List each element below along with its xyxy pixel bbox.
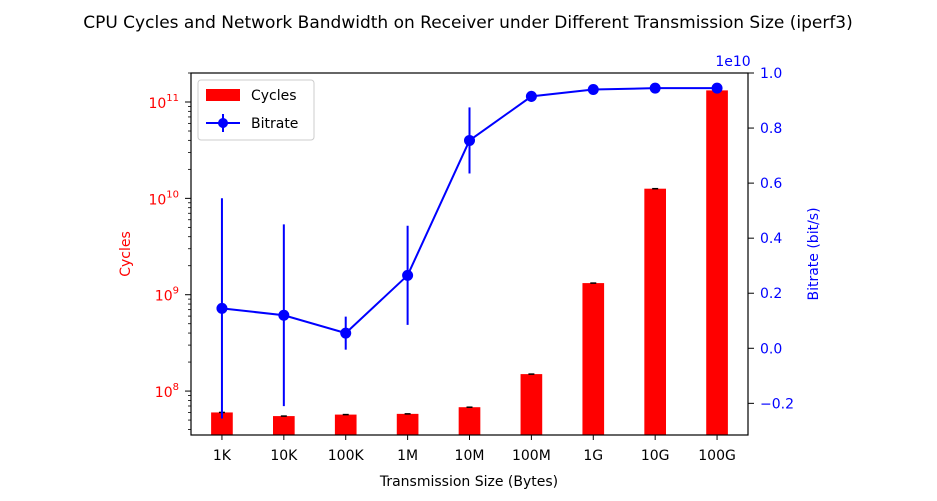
bar-cycles-1G [582,283,605,435]
x-tick-label-1M: 1M [397,448,418,464]
right-tick-label-5: 0.8 [760,121,782,137]
x-tick-label-10K: 10K [270,448,298,464]
bitrate-point-100G [711,82,723,94]
bar-cycles-100K [334,414,357,435]
right-axis-label: Bitrate (bit/s) [806,207,822,300]
bitrate-point-1M [402,269,414,281]
bitrate-point-100M [525,90,537,102]
bitrate-point-100K [340,327,352,339]
bar-cycles-10M [458,407,481,435]
bar-cycles-1K [211,412,233,435]
line-series-bitrate [216,82,723,419]
legend-marker-bitrate [218,118,228,128]
legend-label-cycles: Cycles [251,88,297,104]
x-tick-label-100M: 100M [512,448,551,464]
x-axis-ticks: 1K 10K 100K 1M 10M 100M 1G 10G 100G [213,435,736,464]
right-tick-label-2: 0.2 [760,286,782,302]
right-tick-label-3: 0.4 [760,231,782,247]
right-tick-label-4: 0.6 [760,176,782,192]
bitrate-point-1K [216,302,228,314]
bar-cycles-100M [520,374,543,435]
x-tick-label-100G: 100G [698,448,736,464]
x-tick-label-1G: 1G [583,448,603,464]
bitrate-point-1G [587,84,599,96]
legend-label-bitrate: Bitrate [251,116,298,132]
left-axis-ticks: 108 109 1010 1011 [148,72,191,430]
bitrate-point-10M [464,134,475,146]
bar-cycles-10K [273,416,295,435]
left-tick-label-0: 108 [155,382,179,401]
left-tick-label-1: 109 [155,286,179,305]
x-tick-label-1K: 1K [213,448,232,464]
x-tick-label-10G: 10G [641,448,670,464]
right-tick-label-6: 1.0 [760,66,782,82]
bar-cycles-100G [706,90,728,435]
bitrate-point-10G [649,82,661,94]
left-tick-label-3: 1011 [148,93,179,112]
right-tick-label-0: −0.2 [760,396,794,412]
bar-series-cycles [211,89,728,435]
right-axis-multiplier: 1e10 [715,54,750,70]
bar-cycles-10G [644,188,666,435]
chart-title: CPU Cycles and Network Bandwidth on Rece… [83,13,853,33]
x-tick-label-100K: 100K [328,448,365,464]
x-tick-label-10M: 10M [455,448,485,464]
legend-swatch-cycles [206,89,240,101]
right-axis-ticks: −0.2 0.0 0.2 0.4 0.6 0.8 1.0 [748,66,794,412]
right-tick-label-1: 0.0 [760,341,782,357]
x-axis-label: Transmission Size (Bytes) [379,474,558,490]
bar-cycles-1M [396,413,419,435]
legend: Cycles Bitrate [197,79,315,141]
left-tick-label-2: 1010 [148,189,179,208]
bitrate-point-10K [278,309,290,321]
left-axis-label: Cycles [118,231,134,277]
